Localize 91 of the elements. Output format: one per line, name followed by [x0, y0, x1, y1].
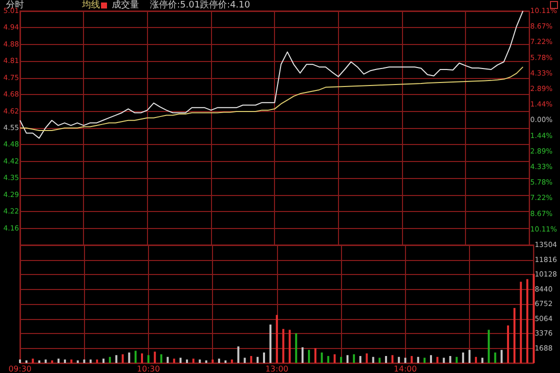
bar [442, 358, 445, 363]
bar [288, 330, 291, 363]
bar [391, 355, 394, 363]
bar [147, 355, 150, 363]
bar [334, 354, 336, 363]
bar [269, 324, 272, 363]
bar [192, 358, 194, 363]
bar [295, 333, 298, 363]
bar [474, 356, 477, 363]
bar [19, 360, 21, 363]
bar [212, 360, 214, 363]
bar [237, 346, 240, 363]
bar [526, 279, 528, 363]
bar [398, 356, 400, 363]
bar [205, 360, 208, 363]
bar [186, 360, 188, 363]
bar [180, 358, 182, 363]
bar [25, 360, 28, 363]
bar [32, 358, 34, 363]
bar [218, 358, 220, 363]
bar [198, 360, 201, 363]
bar [436, 356, 438, 363]
bar [410, 356, 413, 363]
bar [507, 325, 510, 363]
bar [76, 360, 79, 363]
bar [449, 356, 452, 363]
bar [314, 348, 316, 363]
legend-label: 成交量 [112, 0, 139, 10]
bar [154, 352, 156, 363]
x-tick-label: 14:00 [394, 364, 417, 373]
text: 均线 [81, 0, 100, 10]
bar [263, 352, 266, 363]
bar [96, 360, 98, 363]
bar [250, 356, 252, 363]
bar [115, 355, 118, 363]
line-series [20, 66, 524, 132]
bar [224, 360, 226, 363]
line-series [20, 10, 524, 139]
bar [366, 353, 368, 363]
x-tick-label: 10:30 [136, 364, 160, 373]
text: 涨停价:5.01 [150, 0, 200, 10]
bar [166, 356, 169, 363]
bar [302, 347, 304, 363]
bar [359, 356, 362, 363]
bar [230, 360, 233, 363]
bar [320, 352, 323, 363]
bar [532, 274, 535, 363]
bar [372, 356, 374, 363]
bar [44, 360, 47, 363]
bar [83, 360, 86, 363]
bar [424, 358, 426, 363]
x-tick-label: 13:00 [265, 364, 288, 373]
bar [244, 358, 246, 363]
bar [51, 360, 54, 363]
bar [308, 350, 310, 363]
bar [430, 355, 432, 363]
bar [500, 350, 503, 363]
x-tick-label: 09:30 [8, 364, 32, 373]
bar [404, 358, 406, 363]
bar [122, 354, 124, 363]
bar [58, 358, 60, 363]
bar [128, 352, 130, 363]
bar [282, 328, 284, 363]
bar [102, 358, 104, 363]
bar [38, 360, 40, 363]
bar [108, 356, 111, 363]
bar [513, 308, 516, 363]
bar [70, 360, 72, 363]
bar [520, 282, 522, 363]
bar [90, 360, 92, 363]
bar [378, 358, 381, 363]
bar [134, 350, 137, 363]
bar [481, 358, 484, 363]
bar [64, 360, 66, 363]
bar [256, 356, 259, 363]
bar [346, 355, 349, 363]
bar [468, 350, 471, 363]
bar [456, 356, 458, 363]
bar [488, 330, 490, 363]
bar [494, 352, 496, 363]
bar [327, 356, 330, 363]
text: 跌停价:4.10 [200, 0, 250, 10]
bar [141, 353, 144, 363]
bar [417, 356, 420, 363]
bar [340, 356, 342, 363]
bar [385, 356, 388, 363]
bar [352, 354, 355, 363]
bar [276, 314, 278, 363]
bar [160, 354, 162, 363]
bar [173, 358, 176, 363]
bar [462, 352, 464, 363]
